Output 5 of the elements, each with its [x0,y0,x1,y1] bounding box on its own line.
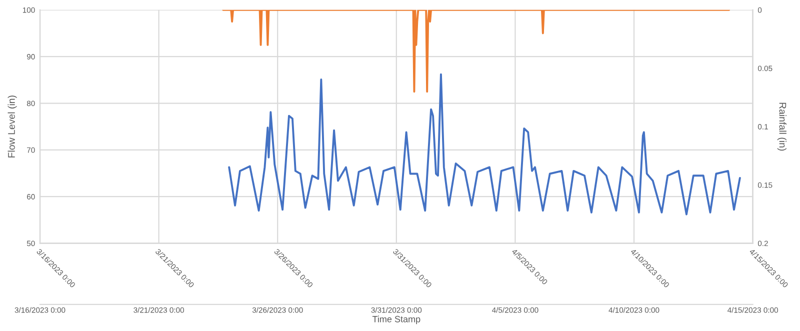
x-axis-title: Time Stamp [372,316,420,324]
line-series [228,73,741,216]
line-series [222,10,730,93]
y-axis-title: Flow Level (in) [8,96,17,158]
y2-axis-title: Rainfall (in) [777,102,786,151]
